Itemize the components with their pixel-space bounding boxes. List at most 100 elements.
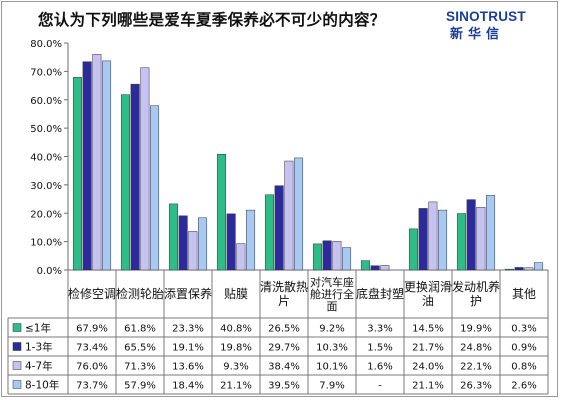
data-label: 40.8% (220, 324, 252, 335)
data-label: 0.8% (511, 362, 536, 373)
bar-4-2 (150, 105, 160, 271)
data-label: 22.1% (460, 362, 492, 373)
data-label: 29.7% (268, 343, 300, 354)
bar-4-6 (342, 247, 352, 271)
bar-4-5 (294, 157, 304, 271)
bar-3-10 (524, 267, 534, 271)
data-label: 39.5% (268, 381, 300, 392)
data-label: 76.0% (76, 362, 108, 373)
legend-label: 4-7年 (25, 360, 53, 373)
data-label: 2.6% (511, 381, 536, 392)
bar-1-6 (312, 243, 322, 271)
data-label: 65.5% (124, 343, 156, 354)
bar-1-3 (168, 203, 178, 271)
legend-label: ≤1年 (25, 322, 51, 335)
y-tick-label: 40.0% (30, 153, 62, 164)
bar-3-1 (92, 54, 102, 271)
y-tick-label: 20.0% (30, 209, 62, 220)
data-label: 73.7% (76, 381, 108, 392)
bar-4-1 (102, 60, 112, 271)
data-label: 57.9% (124, 381, 156, 392)
category-label: 发动机养 (452, 279, 500, 294)
bar-4-3 (198, 217, 208, 271)
data-label: 18.4% (172, 381, 204, 392)
bar-3-2 (140, 67, 150, 271)
data-label: 71.3% (124, 362, 156, 373)
bar-3-7 (380, 265, 390, 271)
y-tick-label: 50.0% (30, 124, 62, 135)
category-label: 检修空调 (68, 286, 116, 301)
bar-2-3 (178, 215, 188, 271)
data-label: 0.9% (511, 343, 536, 354)
bar-1-5 (264, 194, 274, 271)
data-label: 38.4% (268, 362, 300, 373)
bar-2-2 (130, 83, 140, 271)
data-label: 26.5% (268, 324, 300, 335)
bar-2-6 (322, 240, 332, 271)
category-label: 舱进行全 (310, 287, 354, 301)
data-label: 19.9% (460, 324, 492, 335)
category-label: 护 (470, 294, 482, 308)
bar-1-8 (408, 228, 418, 271)
data-label: 61.8% (124, 324, 156, 335)
legend-swatch-3 (12, 361, 22, 370)
legend-label: 8-10年 (25, 379, 59, 392)
category-label: 油 (422, 294, 434, 308)
category-label: 对汽车座 (310, 275, 354, 289)
category-label: 底盘封塑 (356, 286, 404, 301)
bar-2-9 (466, 199, 476, 271)
y-tick-label: 10.0% (30, 238, 62, 249)
chart-title: 您认为下列哪些是爱车夏季保养必不可少的内容？ (38, 11, 386, 29)
data-label: 19.8% (220, 343, 252, 354)
category-label: 添置保养 (164, 286, 212, 301)
bar-4-9 (486, 195, 496, 271)
brand-name-en: SINOTRUST (446, 9, 526, 24)
bar-2-5 (274, 185, 284, 271)
bar-3-6 (332, 241, 342, 271)
data-label: 9.3% (223, 362, 248, 373)
data-label: 23.3% (172, 324, 204, 335)
bar-2-1 (82, 61, 92, 271)
data-label: 13.6% (172, 362, 204, 373)
bar-2-10 (514, 267, 524, 271)
bar-2-8 (418, 208, 428, 271)
category-label: 片 (278, 294, 290, 308)
data-label: 73.4% (76, 343, 108, 354)
data-label: 9.2% (319, 324, 344, 335)
category-label: 清洗散热 (260, 279, 308, 294)
data-label: 0.3% (511, 324, 536, 335)
bar-3-3 (188, 231, 198, 271)
bar-4-4 (246, 209, 256, 271)
y-tick-label: 0.0% (37, 266, 62, 277)
category-label: 其他 (512, 287, 536, 301)
category-label: 检测轮胎 (116, 286, 164, 301)
brand-name-cn: 新华信 (450, 25, 505, 41)
bar-4-10 (534, 262, 544, 271)
data-label: 21.7% (412, 343, 444, 354)
bar-1-2 (120, 94, 130, 271)
y-tick-label: 30.0% (30, 181, 62, 192)
legend-swatch-2 (12, 342, 22, 351)
data-label: 1.6% (367, 362, 392, 373)
data-label: 26.3% (460, 381, 492, 392)
bar-2-4 (226, 213, 236, 271)
bar-1-7 (360, 260, 370, 271)
data-label: 19.1% (172, 343, 204, 354)
bar-3-4 (236, 243, 246, 271)
bar-1-1 (72, 77, 82, 271)
data-label: 10.1% (316, 362, 348, 373)
data-label: 1.5% (367, 343, 392, 354)
legend-swatch-4 (12, 380, 22, 389)
bar-3-8 (428, 201, 438, 271)
brand-logo: SINOTRUST 新华信 (446, 10, 526, 40)
data-label: 14.5% (412, 324, 444, 335)
data-label: 7.9% (319, 381, 344, 392)
bar-1-4 (216, 153, 226, 271)
data-label: 24.8% (460, 343, 492, 354)
data-label: - (378, 381, 382, 392)
bar-3-9 (476, 207, 486, 271)
data-label: 3.3% (367, 324, 392, 335)
category-label: 面 (327, 300, 338, 313)
category-label: 贴膜 (224, 287, 248, 301)
